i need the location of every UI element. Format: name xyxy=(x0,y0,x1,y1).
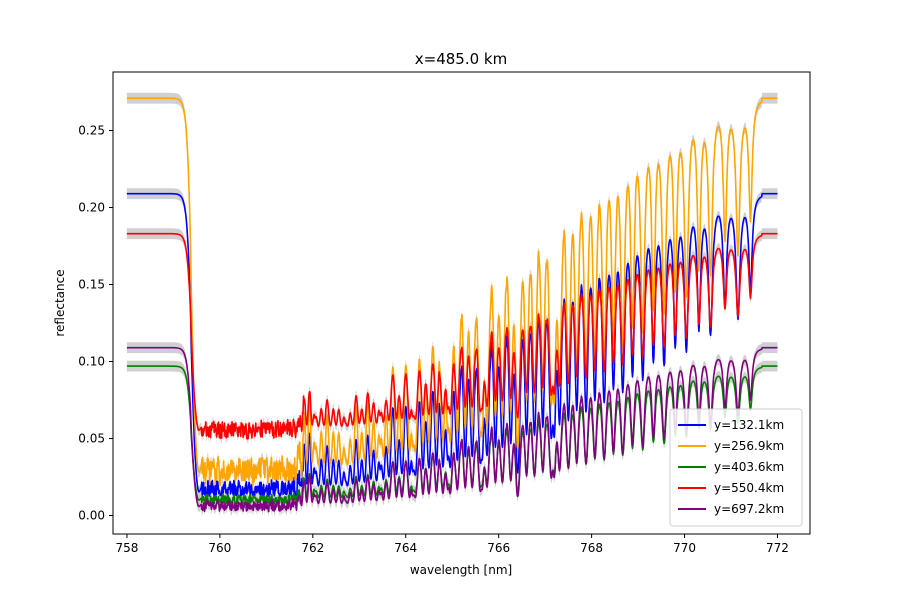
legend-label: y=132.1km xyxy=(714,418,784,432)
series-line xyxy=(126,192,778,498)
x-tick-label: 772 xyxy=(766,541,789,555)
y-axis-label: reflectance xyxy=(53,269,67,336)
y-tick-label: 0.00 xyxy=(78,509,105,523)
legend-label: y=403.6km xyxy=(714,460,784,474)
chart-title: x=485.0 km xyxy=(415,50,507,68)
x-tick-label: 768 xyxy=(580,541,603,555)
x-tick-label: 770 xyxy=(673,541,696,555)
legend-label: y=697.2km xyxy=(714,502,784,516)
x-tick-label: 766 xyxy=(487,541,510,555)
x-axis: 758 760 762 764 766 768 770 772 xyxy=(115,534,789,555)
series-lines xyxy=(126,97,778,513)
legend-label: y=550.4km xyxy=(714,481,784,495)
y-tick-label: 0.15 xyxy=(78,278,105,292)
y-tick-label: 0.05 xyxy=(78,432,105,446)
y-axis: 0.00 0.05 0.10 0.15 0.20 0.25 xyxy=(78,124,113,523)
x-axis-label: wavelength [nm] xyxy=(410,563,512,577)
series-line xyxy=(126,232,778,440)
plot-frame xyxy=(112,71,811,535)
y-tick-label: 0.25 xyxy=(78,124,105,138)
x-tick-label: 758 xyxy=(115,541,138,555)
series-line xyxy=(126,346,778,513)
legend-label: y=256.9km xyxy=(714,439,784,453)
x-tick-label: 760 xyxy=(208,541,231,555)
legend-box xyxy=(669,408,803,527)
x-tick-label: 764 xyxy=(394,541,417,555)
y-tick-label: 0.20 xyxy=(78,201,105,215)
x-tick-label: 762 xyxy=(301,541,324,555)
y-tick-label: 0.10 xyxy=(78,355,105,369)
legend: y=132.1km y=256.9km y=403.6km y=550.4km y=69… xyxy=(669,408,803,527)
